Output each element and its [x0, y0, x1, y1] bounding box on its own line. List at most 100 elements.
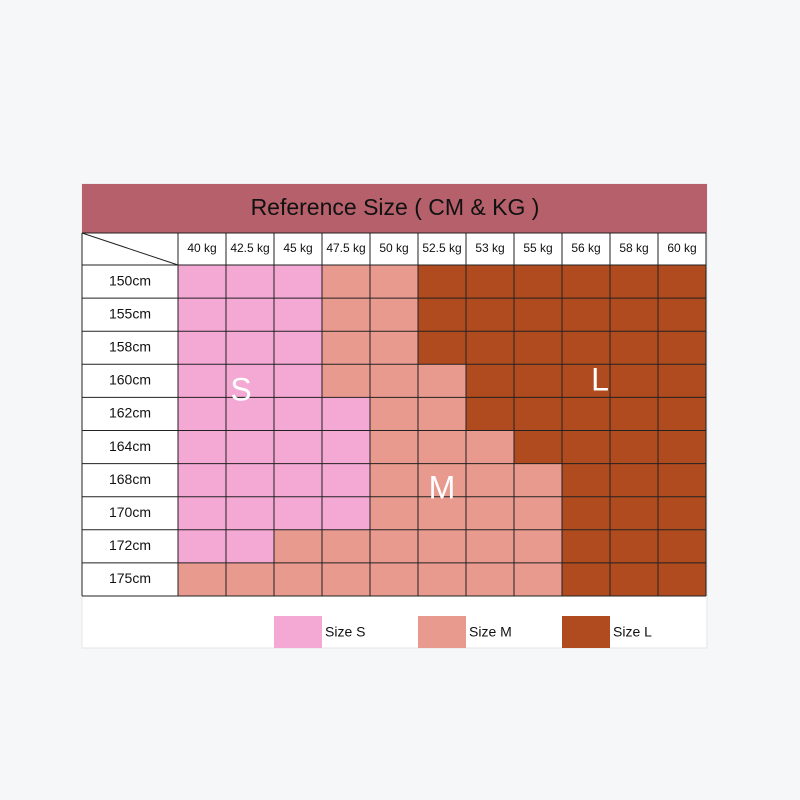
size-cell	[274, 364, 322, 398]
size-cell	[466, 463, 514, 497]
size-cell	[370, 397, 418, 431]
legend-label: Size S	[325, 624, 365, 640]
size-cell	[370, 265, 418, 299]
size-cell	[418, 397, 466, 431]
size-cell	[274, 331, 322, 365]
size-cell	[514, 397, 562, 431]
height-label: 158cm	[109, 338, 151, 354]
height-label: 172cm	[109, 537, 151, 553]
weight-label: 40 kg	[187, 241, 216, 255]
size-cell	[226, 265, 274, 299]
size-cell	[226, 562, 274, 596]
weight-label: 42.5 kg	[230, 241, 269, 255]
size-cell	[610, 298, 658, 332]
size-cell	[226, 364, 274, 398]
size-cell	[274, 529, 322, 563]
title: Reference Size ( CM & KG )	[251, 194, 540, 220]
size-cell	[226, 430, 274, 464]
size-cell	[514, 496, 562, 530]
size-cell	[514, 364, 562, 398]
size-cell	[418, 364, 466, 398]
size-cell	[562, 265, 610, 299]
grid: 40 kg 42.5 kg 45 kg 47.5 kg 50 kg 52.5 kg 53 k…	[81, 232, 707, 648]
size-cell	[322, 463, 370, 497]
size-cell	[274, 265, 322, 299]
size-cell	[562, 562, 610, 596]
size-cell	[322, 496, 370, 530]
size-cell	[274, 298, 322, 332]
height-label: 162cm	[109, 405, 151, 421]
size-cell	[370, 529, 418, 563]
size-cell	[178, 298, 226, 332]
size-cell	[514, 298, 562, 332]
size-cell	[610, 331, 658, 365]
weight-label: 53 kg	[475, 241, 504, 255]
size-cell	[466, 430, 514, 464]
size-cell	[610, 364, 658, 398]
size-cell	[226, 463, 274, 497]
size-cell	[178, 529, 226, 563]
size-cell	[562, 496, 610, 530]
weight-label: 56 kg	[571, 241, 600, 255]
size-cell	[562, 331, 610, 365]
legend-swatch	[418, 616, 466, 648]
size-cell	[514, 430, 562, 464]
size-cell	[370, 331, 418, 365]
size-cell	[466, 298, 514, 332]
size-cell	[658, 265, 706, 299]
size-cell	[658, 562, 706, 596]
size-cell	[274, 397, 322, 431]
size-cell	[562, 364, 610, 398]
size-cell	[658, 529, 706, 563]
legend-label: Size L	[613, 624, 652, 640]
size-cell	[466, 397, 514, 431]
size-cell	[178, 562, 226, 596]
size-cell	[610, 496, 658, 530]
size-cell	[514, 265, 562, 299]
size-letter: L	[591, 361, 609, 397]
size-cell	[562, 430, 610, 464]
size-cell	[226, 331, 274, 365]
weight-label: 47.5 kg	[326, 241, 365, 255]
size-cell	[418, 529, 466, 563]
size-cell	[322, 397, 370, 431]
size-cell	[466, 529, 514, 563]
size-cell	[178, 496, 226, 530]
size-cell	[322, 562, 370, 596]
size-cell	[418, 265, 466, 299]
size-cell	[226, 397, 274, 431]
size-cell	[466, 496, 514, 530]
height-label: 170cm	[109, 504, 151, 520]
size-cell	[514, 331, 562, 365]
size-cell	[610, 463, 658, 497]
title-band	[82, 184, 707, 233]
size-cell	[418, 298, 466, 332]
size-cell	[322, 430, 370, 464]
size-cell	[610, 430, 658, 464]
size-cell	[274, 430, 322, 464]
weight-label: 55 kg	[523, 241, 552, 255]
size-cell	[322, 298, 370, 332]
size-cell	[178, 430, 226, 464]
size-cell	[658, 463, 706, 497]
size-cell	[658, 364, 706, 398]
size-cell	[562, 397, 610, 431]
size-cell	[418, 562, 466, 596]
size-cell	[610, 397, 658, 431]
size-cell	[610, 529, 658, 563]
size-cell	[178, 397, 226, 431]
size-cell	[370, 298, 418, 332]
size-cell	[178, 364, 226, 398]
size-cell	[274, 496, 322, 530]
legend-label: Size M	[469, 624, 512, 640]
size-cell	[418, 463, 466, 497]
legend-swatch	[274, 616, 322, 648]
size-cell	[658, 430, 706, 464]
size-cell	[562, 529, 610, 563]
weight-label: 60 kg	[667, 241, 696, 255]
size-cell	[610, 562, 658, 596]
weight-label: 52.5 kg	[422, 241, 461, 255]
size-cell	[226, 529, 274, 563]
